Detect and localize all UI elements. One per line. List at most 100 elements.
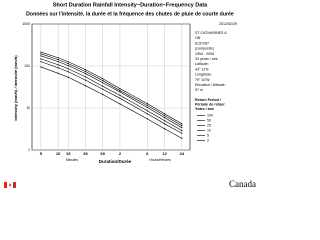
legend-label: 25 [207, 123, 211, 127]
data-point [67, 68, 69, 70]
legend-label: 10 [207, 128, 211, 132]
data-point [40, 61, 42, 63]
footer-wordmark: Canada [229, 179, 256, 189]
data-point [146, 103, 148, 105]
data-point [181, 123, 183, 125]
chart: Short Duration Rainfall Intensity−Durati… [4, 2, 256, 189]
data-point [57, 67, 59, 69]
canada-flag [4, 182, 16, 188]
data-point [163, 114, 166, 117]
data-point [119, 97, 121, 99]
data-point [84, 79, 87, 81]
x-tick-label: 12 [162, 151, 167, 156]
data-point [163, 120, 166, 122]
data-point [84, 85, 87, 87]
x-tick-label: 10 [56, 151, 61, 156]
data-point [102, 85, 104, 87]
chart-title: Short Duration Rainfall Intensity−Durati… [53, 2, 208, 8]
data-point [57, 57, 59, 59]
legend-title: Période de retour [195, 102, 225, 106]
data-point [67, 65, 69, 67]
x-tick-label: 2 [119, 151, 122, 156]
data-point [40, 53, 42, 55]
data-point [146, 106, 148, 109]
data-point [181, 137, 183, 139]
x-tick-label: 15 [66, 151, 71, 156]
data-point [67, 63, 69, 65]
data-point [40, 55, 42, 57]
station-info: Longitude: [195, 73, 212, 77]
data-point [102, 78, 104, 80]
x-axis-label: Duration/Durée [99, 159, 132, 164]
station-info: Elevation / Altitude: [195, 83, 226, 87]
data-point [67, 71, 69, 73]
station-info: 79° 10'W [195, 78, 210, 82]
idf-line [40, 61, 182, 134]
data-point [181, 132, 183, 134]
x-hours-label: Hours/Heures [149, 158, 171, 162]
date: 2012/02/29 [219, 22, 237, 26]
data-point [57, 72, 59, 74]
data-point [102, 93, 104, 96]
data-point [57, 61, 59, 63]
y-tick-label: 1 [28, 148, 30, 152]
station-info: 33 years / ans [195, 57, 218, 61]
station-info: ON [195, 36, 201, 40]
x-tick-label: 24 [180, 151, 185, 156]
idf-line [40, 58, 182, 131]
y-tick-label: 100 [24, 64, 30, 68]
data-point [163, 123, 166, 125]
station-info: 43° 11'N [195, 67, 209, 71]
legend-title: Years / ans [195, 107, 214, 111]
x-tick-label: 6 [146, 151, 149, 156]
station-info: ST CATHARINES A [195, 31, 227, 35]
x-tick-label: 5 [40, 151, 43, 156]
data-point [102, 79, 104, 82]
data-point [163, 117, 166, 119]
legend-label: 100 [207, 113, 213, 117]
data-point [163, 113, 166, 115]
legend-title: Return Period / [195, 98, 221, 102]
x-tick-label: 60 [100, 151, 105, 156]
data-point [119, 91, 121, 93]
data-point [40, 51, 42, 53]
y-tick-label: 10 [26, 106, 30, 110]
data-point [57, 59, 59, 61]
x-minutes-label: Minutes [66, 158, 79, 162]
legend-label: 2 [207, 138, 209, 142]
data-point [146, 110, 148, 112]
data-point [67, 76, 69, 78]
data-point [102, 88, 104, 90]
data-point [146, 104, 148, 107]
data-point [119, 87, 121, 90]
station-info: 6137287 [195, 41, 209, 45]
idf-line [40, 53, 182, 126]
data-point [146, 118, 148, 120]
data-point [181, 125, 183, 127]
y-axis-label: Intensity (mm/h) / Intensité (mm/h) [13, 55, 18, 121]
data-point [40, 58, 42, 60]
data-point [146, 113, 148, 115]
data-point [84, 76, 87, 78]
data-point [163, 128, 166, 130]
station-info: (composite) [195, 47, 214, 51]
station-info: 1954 - 2006 [195, 52, 214, 56]
station-info: Latitude: [195, 62, 209, 66]
data-point [57, 64, 59, 66]
legend-label: 50 [207, 118, 211, 122]
legend-label: 5 [207, 133, 209, 137]
idf-line [40, 66, 182, 139]
data-point [84, 72, 87, 75]
data-point [181, 127, 183, 129]
data-point [40, 66, 42, 68]
data-point [119, 89, 121, 92]
data-point [181, 129, 183, 132]
data-point [119, 94, 121, 96]
data-point [67, 61, 69, 63]
data-point [102, 82, 104, 84]
data-point [84, 70, 87, 73]
data-point [84, 69, 87, 71]
y-tick-label: 1000 [22, 22, 30, 26]
chart-subtitle: Données sur l'intensité, la durée et la … [26, 11, 234, 17]
x-tick-label: 30 [83, 151, 88, 156]
